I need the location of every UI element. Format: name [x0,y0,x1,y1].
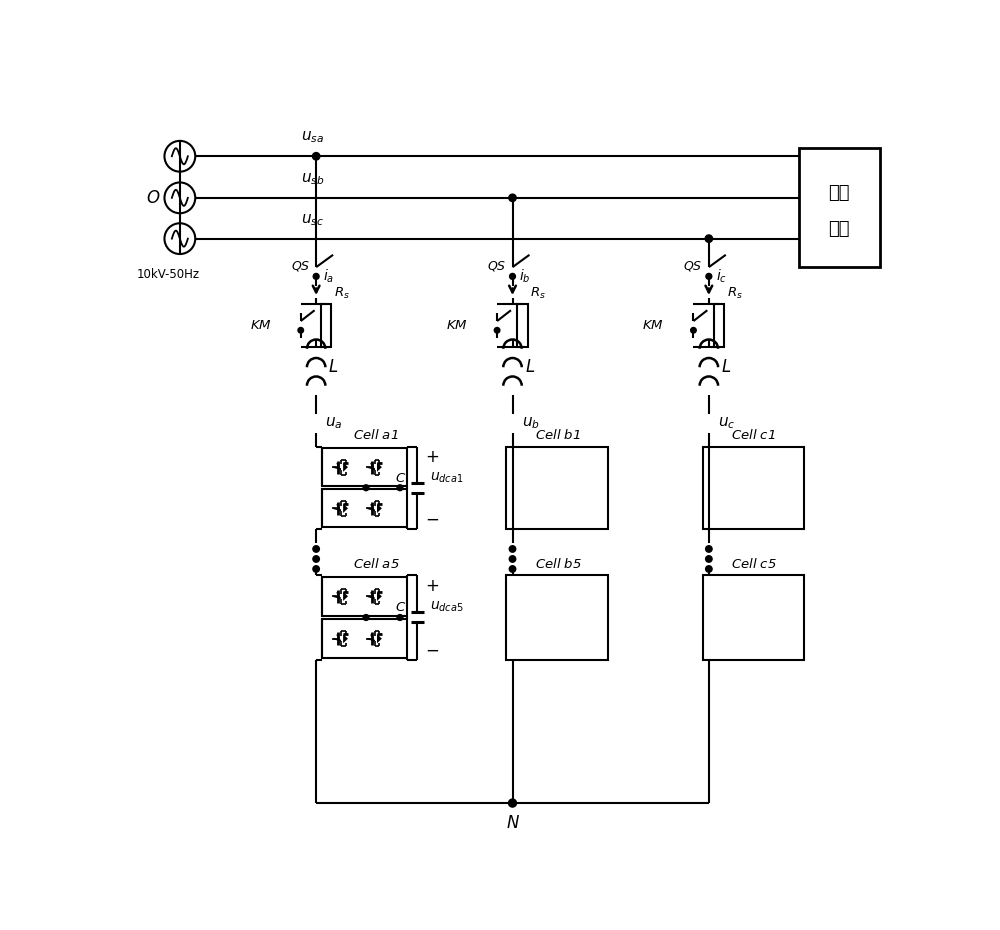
Polygon shape [343,504,348,513]
Bar [321,304,331,347]
Text: $N$: $N$ [506,814,519,831]
Circle shape [397,615,403,620]
Text: $L$: $L$ [721,358,731,377]
Text: $u_a$: $u_a$ [325,416,343,432]
Polygon shape [377,591,382,601]
Text: 10kV-50Hz: 10kV-50Hz [137,268,200,281]
Text: $-$: $-$ [425,510,439,527]
Circle shape [509,194,516,202]
Bar [703,446,804,529]
Polygon shape [343,634,348,644]
Text: $C$: $C$ [395,472,407,485]
Text: $i_c$: $i_c$ [716,268,727,286]
Circle shape [706,565,712,572]
Bar [714,304,724,347]
Text: $i_b$: $i_b$ [519,268,531,286]
Text: 阻感: 阻感 [829,184,850,202]
Text: Cell $c$5: Cell $c$5 [731,556,777,570]
Text: $+$: $+$ [425,577,439,594]
Polygon shape [377,634,382,644]
Bar [517,304,528,347]
Text: $i_a$: $i_a$ [323,268,334,286]
Text: $u_b$: $u_b$ [522,416,540,432]
Text: $L$: $L$ [328,358,339,377]
Circle shape [397,485,403,491]
Polygon shape [377,504,382,513]
Text: $u_{sc}$: $u_{sc}$ [301,212,324,228]
Text: $KM$: $KM$ [642,319,664,332]
Text: $u_{dca5}$: $u_{dca5}$ [430,600,463,615]
Text: Cell $a$5: Cell $a$5 [353,556,400,570]
Circle shape [509,546,516,552]
Text: Cell $b$1: Cell $b$1 [535,428,581,442]
Polygon shape [343,591,348,601]
Circle shape [691,327,696,333]
Circle shape [510,273,515,279]
Text: $QS$: $QS$ [683,259,703,272]
Bar [703,575,804,660]
Text: $R_s$: $R_s$ [530,286,546,301]
Text: $C$: $C$ [395,602,407,615]
Bar [322,577,407,616]
Circle shape [313,565,319,572]
Text: $R_s$: $R_s$ [727,286,742,301]
Text: $QS$: $QS$ [487,259,506,272]
Circle shape [705,235,713,243]
Polygon shape [377,462,382,472]
Text: $L$: $L$ [525,358,535,377]
Circle shape [508,799,517,807]
Bar [506,446,608,529]
Bar [506,575,608,660]
Text: $KM$: $KM$ [250,319,271,332]
Text: Cell $a$1: Cell $a$1 [353,428,398,442]
Text: $QS$: $QS$ [291,259,310,272]
Circle shape [313,546,319,552]
Circle shape [509,565,516,572]
Polygon shape [343,462,348,472]
Text: Cell $b$5: Cell $b$5 [535,556,582,570]
Text: $u_{sb}$: $u_{sb}$ [301,171,324,187]
Circle shape [706,273,712,279]
Bar [799,148,880,267]
Circle shape [509,556,516,563]
Circle shape [313,556,319,563]
Text: $O$: $O$ [146,189,161,206]
Bar [322,489,407,527]
Circle shape [298,327,304,333]
Text: $R_s$: $R_s$ [334,286,350,301]
Text: $u_{dca1}$: $u_{dca1}$ [430,471,463,485]
Circle shape [363,485,369,491]
Circle shape [363,615,369,620]
Circle shape [706,546,712,552]
Bar [322,448,407,486]
Circle shape [706,556,712,563]
Text: 负载: 负载 [829,220,850,238]
Text: $KM$: $KM$ [446,319,468,332]
Bar [322,619,407,658]
Text: Cell $c$1: Cell $c$1 [731,428,776,442]
Circle shape [312,153,320,160]
Circle shape [494,327,500,333]
Text: $u_{sa}$: $u_{sa}$ [301,130,324,145]
Text: $u_c$: $u_c$ [718,416,735,432]
Circle shape [313,273,319,279]
Text: $+$: $+$ [425,448,439,466]
Text: $-$: $-$ [425,640,439,658]
